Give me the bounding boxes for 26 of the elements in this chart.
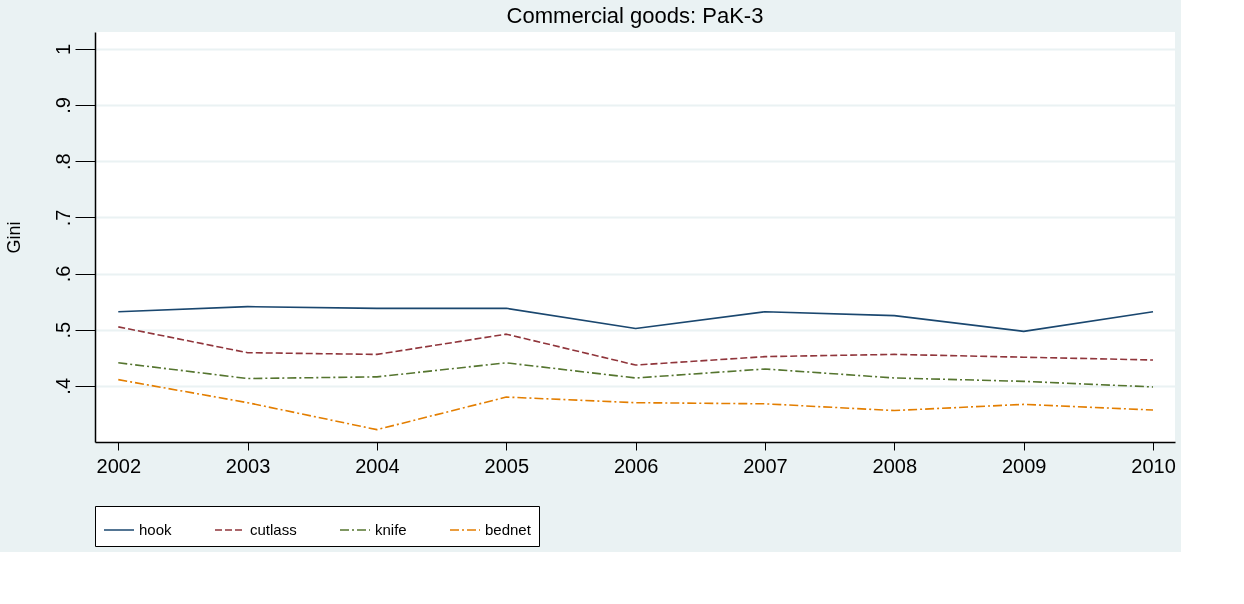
y-tick-label: 1	[51, 43, 74, 55]
chart-title: Commercial goods: PaK-3	[506, 3, 764, 28]
y-tick-label: .9	[51, 97, 74, 114]
x-tick-label: 2003	[225, 454, 271, 477]
y-tick-label: .5	[51, 321, 74, 339]
legend-label: hook	[139, 521, 173, 538]
x-tick-label: 2005	[484, 454, 530, 477]
x-tick-label: 2002	[96, 454, 142, 477]
line-series	[117, 378, 1154, 431]
y-tick-label: .4	[51, 377, 74, 395]
legend-label: cutlass	[250, 521, 297, 538]
line-series	[117, 305, 1154, 333]
y-tick-label: .8	[51, 153, 74, 171]
line-series	[117, 326, 1154, 366]
legend-label: bednet	[485, 521, 532, 538]
x-tick-label: 2008	[872, 454, 918, 477]
legend-label: knife	[375, 521, 407, 538]
x-tick-label: 2006	[613, 454, 659, 477]
y-axis-title: Gini	[3, 221, 24, 254]
x-tick-label: 2010	[1131, 454, 1176, 477]
x-tick-label: 2007	[743, 454, 788, 477]
x-tick-label: 2009	[1001, 454, 1047, 477]
y-tick-label: .6	[51, 265, 74, 283]
x-tick-label: 2004	[355, 454, 400, 477]
y-tick-label: .7	[51, 209, 74, 227]
line-series	[117, 362, 1154, 388]
